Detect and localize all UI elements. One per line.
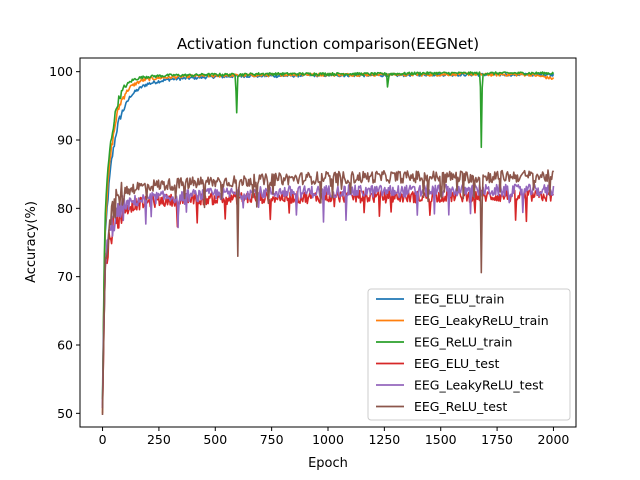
legend-label: EEG_LeakyReLU_test: [414, 378, 544, 393]
y-tick-label: 100: [49, 64, 73, 79]
series-line-eeg-relu-test: [101, 169, 555, 416]
x-tick-label: 1500: [425, 432, 457, 447]
x-tick-label: 250: [147, 432, 171, 447]
legend-label: EEG_ELU_test: [414, 356, 499, 371]
x-tick-label: 2000: [538, 432, 570, 447]
y-tick-label: 90: [57, 133, 73, 148]
x-tick-label: 0: [99, 432, 107, 447]
chart-title: Activation function comparison(EEGNet): [177, 35, 479, 53]
x-tick-label: 1250: [368, 432, 400, 447]
x-axis-label: Epoch: [308, 456, 348, 471]
y-axis-label: Accuracy(%): [24, 201, 39, 283]
x-tick-label: 1750: [481, 432, 513, 447]
x-tick-label: 500: [203, 432, 227, 447]
y-tick-label: 50: [57, 406, 73, 421]
series-line-eeg-leakyrelu-test: [101, 183, 555, 409]
y-axis: 50 60 70 80 90 100: [49, 64, 80, 421]
x-axis: 0 250 500 750 1000 1250 1500 1750 2000: [99, 427, 570, 447]
legend-label: EEG_ReLU_test: [414, 399, 507, 414]
legend: EEG_ELU_train EEG_LeakyReLU_train EEG_ReLU…: [367, 288, 571, 421]
legend-box: [367, 288, 571, 421]
legend-label: EEG_ReLU_train: [414, 335, 512, 350]
legend-label: EEG_ELU_train: [414, 292, 504, 307]
x-tick-label: 1000: [312, 432, 344, 447]
y-tick-label: 80: [57, 201, 73, 216]
y-tick-label: 60: [57, 338, 73, 353]
x-tick-label: 750: [260, 432, 284, 447]
legend-label: EEG_LeakyReLU_train: [414, 313, 549, 328]
y-tick-label: 70: [57, 269, 73, 284]
series-layer: [101, 71, 555, 416]
series-line-eeg-relu-train: [101, 71, 555, 400]
